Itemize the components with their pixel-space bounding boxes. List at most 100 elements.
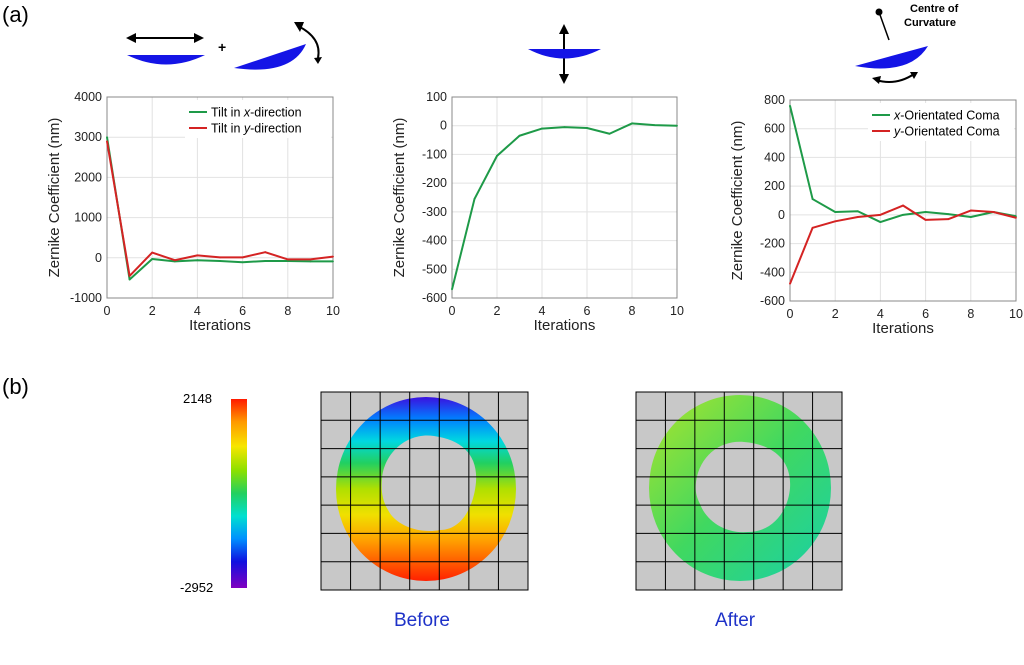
data-point — [811, 198, 814, 200]
chart-coma: 0 2 4 6 8 10 -600 -400 -200 0 200 400 600 800 Iteratio… — [729, 93, 1023, 337]
x-tick-label: 8 — [629, 304, 636, 318]
x-tick-label: 8 — [284, 304, 291, 318]
data-point — [196, 254, 199, 257]
data-point — [631, 122, 633, 125]
y-tick-label: -300 — [422, 205, 447, 219]
x-tick-label: 2 — [494, 304, 501, 318]
data-point — [241, 261, 244, 264]
data-point — [332, 260, 334, 263]
map-grid — [320, 391, 529, 591]
data-point — [518, 134, 521, 137]
data-point — [264, 251, 267, 254]
x-tick-label: 2 — [832, 307, 839, 321]
y-tick-label: 3000 — [74, 130, 102, 144]
y-tick-label: 800 — [764, 93, 785, 107]
x-tick-label: 0 — [787, 307, 794, 321]
rotation-arrow-icon — [297, 25, 320, 59]
data-point — [969, 216, 972, 218]
plot-border — [451, 96, 678, 299]
x-tick-label: 10 — [1009, 307, 1023, 321]
data-point — [264, 260, 267, 262]
legend-entry: y-Orientated Coma — [893, 125, 1000, 139]
data-point — [541, 127, 543, 130]
y-tick-label: -500 — [422, 262, 447, 276]
data-point — [286, 260, 289, 262]
data-point — [969, 209, 972, 212]
data-point — [196, 259, 199, 262]
caption-after: After — [715, 610, 756, 631]
data-point — [924, 211, 927, 213]
x-tick-label: 4 — [539, 304, 546, 318]
data-point — [128, 274, 131, 277]
grid-border — [320, 391, 529, 591]
y-tick-label: -600 — [422, 291, 447, 305]
x-tick-label: 6 — [239, 304, 246, 318]
y-tick-label: 100 — [426, 90, 447, 104]
data-point — [309, 260, 312, 263]
data-point — [879, 221, 882, 223]
y-axis-label: Zernike Coefficient (nm) — [391, 118, 408, 278]
data-point — [586, 127, 588, 129]
y-tick-label: 2000 — [74, 170, 102, 184]
schematic-icons: + Centre of Curvature — [126, 3, 959, 84]
y-tick-label: 400 — [764, 150, 785, 164]
data-point — [451, 288, 453, 291]
tilt-schematic: + — [126, 22, 322, 70]
y-axis-label: Zernike Coefficient (nm) — [729, 121, 746, 281]
data-point — [173, 259, 176, 262]
y-tick-label: 200 — [764, 179, 785, 193]
piston-schematic — [528, 24, 601, 84]
data-point — [811, 226, 814, 229]
data-point — [608, 132, 611, 135]
data-point — [219, 256, 221, 259]
data-point — [992, 211, 995, 213]
x-tick-label: 10 — [670, 304, 684, 318]
data-point — [106, 140, 108, 143]
data-point — [286, 258, 289, 261]
data-point — [856, 216, 859, 218]
grid-border — [635, 391, 843, 591]
chart-piston: 0 2 4 6 8 10 -600 -500 -400 -300 -200 -100 0 100 Itera… — [391, 90, 684, 334]
colorbar-min-label: -2952 — [180, 580, 214, 595]
data-point — [563, 126, 566, 129]
x-tick-label: 10 — [326, 304, 340, 318]
data-point — [653, 124, 656, 127]
legend-box — [185, 100, 331, 138]
legend-entry: Tilt in x-direction — [211, 106, 302, 120]
data-point — [151, 251, 154, 254]
tilted-mirror-icon — [855, 46, 928, 69]
svg-text:+: + — [218, 39, 226, 55]
colorbar — [231, 399, 247, 588]
data-point — [473, 198, 476, 200]
x-tick-label: 6 — [922, 307, 929, 321]
data-point — [902, 213, 904, 216]
y-tick-label: 1000 — [74, 211, 102, 225]
y-tick-label: -100 — [422, 147, 447, 161]
coma-schematic: Centre of Curvature — [855, 3, 959, 84]
plot-border — [106, 96, 334, 299]
x-axis-label: Iterations — [872, 320, 934, 337]
panel-label-a: (a) — [2, 2, 29, 27]
y-tick-label: 0 — [440, 119, 447, 133]
x-axis-label: Iterations — [534, 317, 596, 334]
mirror-segment-icon — [127, 55, 205, 65]
data-point — [789, 282, 791, 285]
y-tick-label: -200 — [760, 237, 785, 251]
data-point — [1015, 216, 1017, 219]
x-tick-label: 6 — [584, 304, 591, 318]
x-tick-label: 8 — [967, 307, 974, 321]
data-point — [151, 258, 154, 260]
legend-entry: Tilt in y-direction — [211, 122, 302, 136]
y-tick-label: 0 — [778, 208, 785, 222]
plot-frame — [451, 96, 678, 299]
x-tick-label: 4 — [877, 307, 884, 321]
mirror-segment-icon — [528, 49, 601, 59]
data-point — [834, 211, 837, 213]
data-point — [789, 104, 791, 107]
data-point — [856, 210, 859, 213]
x-tick-label: 0 — [449, 304, 456, 318]
data-point — [902, 204, 904, 207]
data-point — [947, 218, 950, 221]
data-point — [834, 220, 837, 223]
annotation-curvature: Curvature — [904, 17, 956, 29]
